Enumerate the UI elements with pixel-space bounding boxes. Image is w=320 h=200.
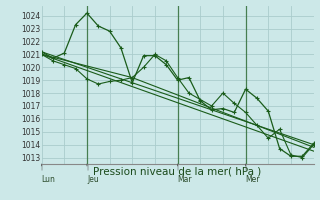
Text: |: | [86,164,88,170]
X-axis label: Pression niveau de la mer( hPa ): Pression niveau de la mer( hPa ) [93,167,262,177]
Text: |: | [177,164,179,170]
Text: Lun: Lun [42,175,55,184]
Text: Mar: Mar [178,175,192,184]
Text: Mer: Mer [246,175,260,184]
Text: Jeu: Jeu [87,175,99,184]
Text: |: | [41,164,43,170]
Text: |: | [244,164,247,170]
